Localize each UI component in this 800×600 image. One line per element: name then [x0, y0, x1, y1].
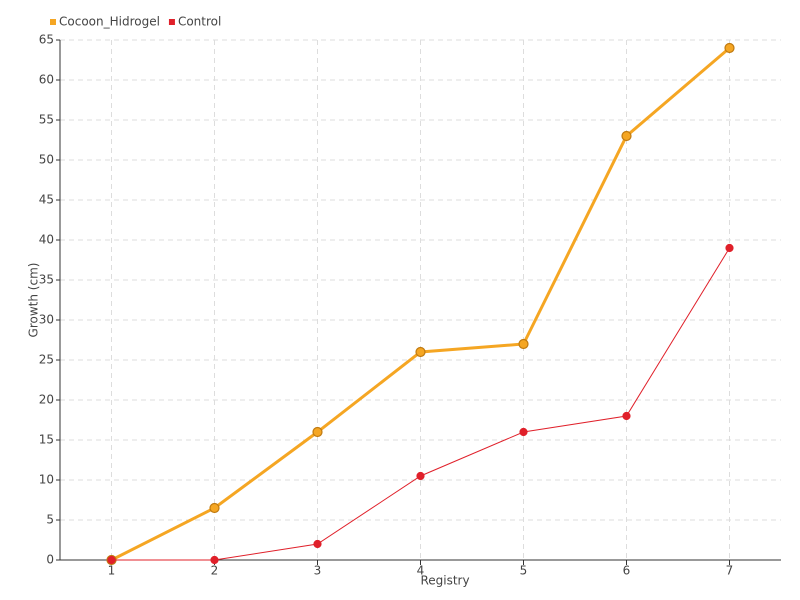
data-point [107, 555, 116, 565]
y-tick-label: 45 [39, 193, 54, 207]
data-point [518, 338, 529, 350]
y-tick-label: 0 [46, 553, 54, 567]
x-tick-label: 7 [726, 564, 734, 578]
y-tick-label: 25 [39, 353, 54, 367]
y-tick-label: 30 [39, 313, 54, 327]
y-tick-label: 15 [39, 433, 54, 447]
x-axis-label: Registry [420, 574, 469, 588]
data-point [312, 426, 323, 438]
y-tick-label: 65 [39, 33, 54, 47]
legend-label: Cocoon_Hidrogel [59, 15, 160, 29]
legend-swatch [168, 19, 175, 25]
y-tick-label: 40 [39, 233, 54, 247]
legend-label: Control [178, 15, 221, 29]
y-tick-label: 50 [39, 153, 54, 167]
data-point [210, 555, 219, 565]
y-tick-label: 60 [39, 73, 54, 87]
x-tick-label: 4 [417, 564, 425, 578]
x-tick-label: 2 [211, 564, 219, 578]
y-axis-label: Growth (cm) [27, 263, 41, 338]
data-point [621, 130, 632, 142]
y-tick-label: 20 [39, 393, 54, 407]
data-point [622, 411, 631, 421]
y-tick-label: 35 [39, 273, 54, 287]
data-point [725, 243, 734, 253]
data-point [313, 539, 322, 549]
y-tick-label: 5 [46, 513, 54, 527]
data-point [209, 502, 220, 514]
data-point [416, 471, 425, 481]
legend-swatch [50, 19, 56, 25]
data-point [519, 427, 528, 437]
x-tick-label: 3 [314, 564, 322, 578]
data-point [724, 42, 735, 54]
x-tick-label: 5 [520, 564, 528, 578]
x-tick-label: 1 [108, 564, 116, 578]
y-tick-label: 10 [39, 473, 54, 487]
y-tick-label: 55 [39, 113, 54, 127]
x-tick-label: 6 [623, 564, 631, 578]
data-point [415, 346, 426, 358]
